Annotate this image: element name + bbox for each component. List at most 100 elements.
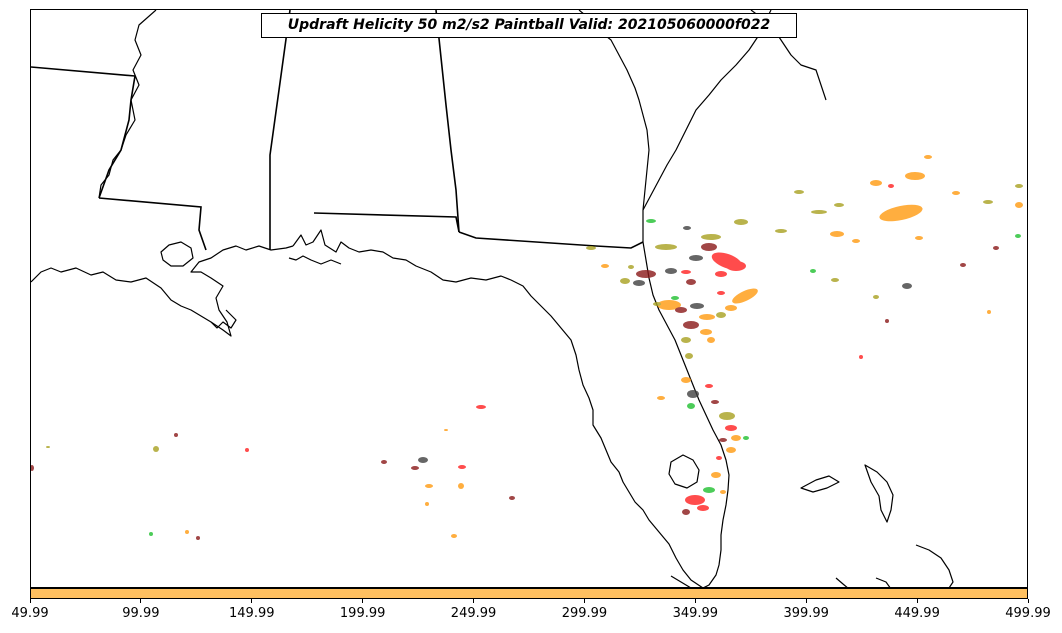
storm-object xyxy=(859,355,863,359)
storm-object xyxy=(705,384,713,388)
storm-object xyxy=(905,172,925,180)
storm-object xyxy=(174,433,178,437)
state-line-ga-al xyxy=(435,10,460,233)
colorbar-tick-label: 249.99 xyxy=(450,606,497,621)
storm-object xyxy=(719,438,727,442)
storm-object xyxy=(715,271,727,277)
storm-object xyxy=(636,270,656,278)
storm-object xyxy=(716,456,722,460)
storm-object xyxy=(196,536,200,540)
storm-object xyxy=(717,291,725,295)
colorbar-tick-mark xyxy=(583,599,585,603)
storm-object xyxy=(915,236,923,240)
colorbar-tick-label: 149.99 xyxy=(229,606,275,621)
storm-object xyxy=(810,269,816,273)
storm-object xyxy=(852,239,860,243)
colorbar-tick-mark xyxy=(473,599,475,603)
storm-object xyxy=(46,446,50,448)
storm-object xyxy=(444,429,448,431)
storm-object xyxy=(690,303,704,309)
storm-object xyxy=(725,425,737,431)
storm-object xyxy=(685,495,705,505)
storm-object xyxy=(185,530,189,534)
coast-louisiana xyxy=(31,245,294,337)
storm-object xyxy=(633,280,645,286)
storm-object xyxy=(711,400,719,404)
storm-object xyxy=(703,487,715,493)
storm-object xyxy=(1015,184,1023,188)
colorbar-tick-label: 349.99 xyxy=(672,606,719,621)
storm-object xyxy=(31,465,34,471)
storm-object xyxy=(743,436,749,440)
colorbar xyxy=(30,588,1028,599)
colorbar-tick-label: 499.99 xyxy=(1005,606,1051,621)
colorbar-tick-label: 99.99 xyxy=(122,606,160,621)
storm-object xyxy=(873,295,879,299)
storm-object xyxy=(794,190,804,194)
state-line-al-fl xyxy=(313,212,460,233)
colorbar-tick-mark xyxy=(251,599,253,603)
state-line-ms-la xyxy=(98,197,207,251)
storm-object xyxy=(888,184,894,188)
colorbar-tick-label: 299.99 xyxy=(561,606,608,621)
storm-object xyxy=(726,447,736,453)
storm-object xyxy=(902,283,912,289)
storm-object xyxy=(831,278,839,282)
storm-object xyxy=(655,244,677,250)
storm-object xyxy=(924,155,932,159)
storm-object xyxy=(1015,202,1023,208)
coast-lake-okeechobee xyxy=(668,454,700,489)
storm-object xyxy=(725,305,737,311)
storm-object xyxy=(381,460,387,464)
state-line-al-ms xyxy=(269,10,291,250)
storm-object xyxy=(830,231,844,237)
storm-object xyxy=(458,483,464,489)
storm-object xyxy=(711,472,721,478)
colorbar-tick-label: 49.99 xyxy=(11,606,49,621)
storm-object xyxy=(834,203,844,207)
coast-lake-pontchartrain xyxy=(160,241,194,267)
map-title: Updraft Helicity 50 m2/s2 Paintball Vali… xyxy=(261,13,797,38)
storm-object xyxy=(458,465,466,469)
coastlines xyxy=(31,10,954,587)
state-line-north-ms xyxy=(31,66,136,77)
storm-object xyxy=(731,435,741,441)
storm-object xyxy=(682,509,690,515)
storm-object xyxy=(657,300,681,310)
storm-object xyxy=(509,496,515,500)
storm-object xyxy=(687,390,699,398)
storm-object xyxy=(775,229,787,233)
storm-object xyxy=(646,219,656,223)
coast-abaco xyxy=(864,464,894,523)
paintball-objects xyxy=(31,155,1023,540)
storm-object xyxy=(245,448,249,452)
storm-object xyxy=(665,268,677,274)
coast-andros xyxy=(915,544,954,587)
colorbar-tick-mark xyxy=(140,599,142,603)
storm-object xyxy=(153,446,159,452)
storm-object xyxy=(707,337,715,343)
storm-object xyxy=(686,279,696,285)
storm-object xyxy=(993,246,999,250)
storm-object xyxy=(418,457,428,463)
storm-object xyxy=(960,263,966,267)
colorbar-ticks: 49.99 99.99 149.99 199.99 249.99 299.99 349.99… xyxy=(0,599,1062,629)
coast-gulf-ms-al xyxy=(292,229,703,587)
storm-object xyxy=(811,210,827,214)
storm-object xyxy=(653,302,661,306)
colorbar-tick-label: 399.99 xyxy=(783,606,829,621)
coast-bahamas-small xyxy=(875,577,891,587)
storm-object xyxy=(697,505,709,511)
storm-object xyxy=(586,246,596,250)
colorbar-tick-mark xyxy=(694,599,696,603)
storm-object xyxy=(411,466,419,470)
storm-object xyxy=(681,270,691,274)
storm-object xyxy=(699,314,715,320)
coast-florida-keys xyxy=(670,575,691,587)
storm-object xyxy=(685,353,693,359)
colorbar-tick-mark xyxy=(1027,599,1029,603)
storm-object xyxy=(675,307,687,313)
coast-atlantic-ga xyxy=(578,10,650,242)
storm-object xyxy=(476,405,486,409)
